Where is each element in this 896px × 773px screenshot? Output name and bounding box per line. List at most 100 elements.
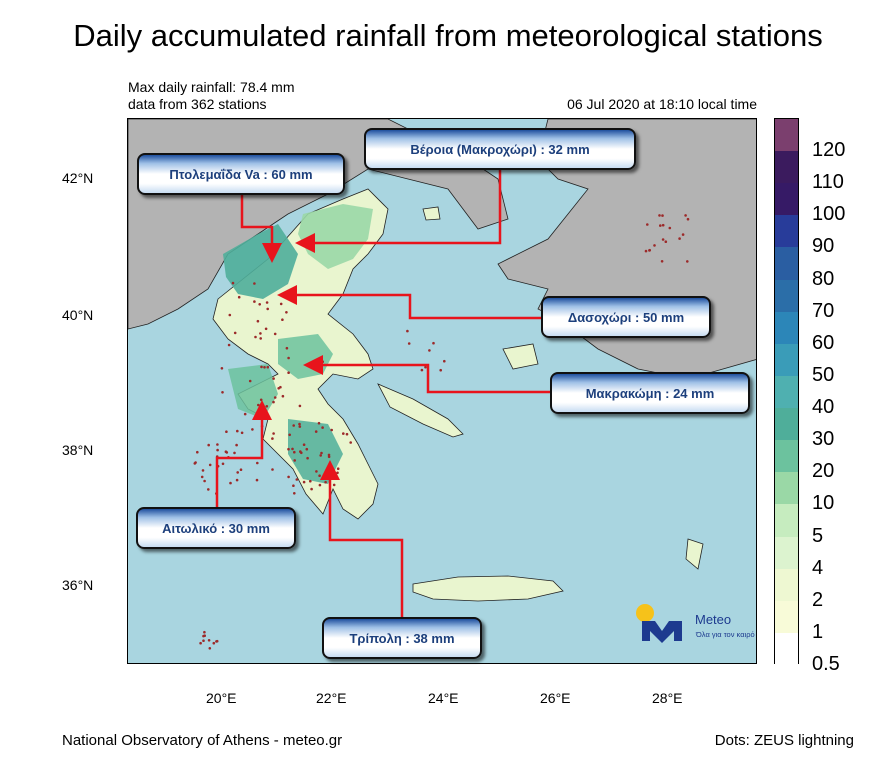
- lightning-dot: [199, 641, 202, 645]
- lightning-dot: [256, 319, 260, 323]
- lightning-dot: [287, 356, 290, 360]
- lightning-dot: [203, 630, 206, 634]
- lightning-dot: [310, 487, 313, 491]
- lightning-dot: [231, 281, 235, 285]
- lightning-dot: [686, 260, 689, 263]
- lightning-dot: [287, 447, 290, 451]
- colorbar-label: 50: [812, 363, 835, 386]
- lightning-dot: [299, 450, 302, 453]
- callout-makrakomi: Μακρακώμη : 24 mm: [550, 372, 750, 414]
- lightning-dot: [317, 421, 321, 425]
- lightning-dot: [253, 300, 256, 303]
- lightning-dot: [272, 377, 275, 380]
- lightning-dot: [314, 430, 318, 433]
- lightning-dot: [239, 468, 243, 472]
- lightning-dot: [266, 307, 269, 311]
- max-rainfall-text: Max daily rainfall: 78.4 mm: [128, 79, 295, 95]
- lightning-dot: [233, 331, 237, 335]
- colorbar-label: 30: [812, 428, 835, 451]
- footer-source: National Observatory of Athens - meteo.g…: [62, 732, 343, 749]
- lightning-dot: [302, 443, 306, 447]
- lightning-dot: [229, 481, 232, 485]
- lightning-dot: [236, 429, 239, 433]
- lightning-dot: [285, 311, 288, 314]
- lightning-dot: [255, 478, 259, 482]
- lightning-dot: [432, 341, 435, 345]
- station-count-text: data from 362 stations: [128, 96, 267, 112]
- lightning-dot: [243, 412, 247, 416]
- lightning-dot: [202, 639, 205, 642]
- meteo-logo: Meteo Όλα για τον καιρό: [636, 604, 755, 643]
- thasos: [422, 206, 441, 221]
- colorbar-label: 40: [812, 396, 835, 419]
- lightning-dot: [212, 641, 216, 645]
- lightning-dot: [207, 639, 211, 642]
- lightning-dot: [686, 217, 690, 221]
- colorbar-cell: [775, 343, 798, 376]
- lightning-dot: [264, 327, 268, 331]
- colorbar-cell: [775, 215, 798, 248]
- lightning-dot: [291, 447, 294, 451]
- lightning-dot: [272, 432, 275, 435]
- crete: [412, 575, 564, 602]
- lightning-dot: [271, 468, 274, 471]
- lightning-dot: [221, 462, 225, 466]
- colorbar-label: 90: [812, 235, 835, 258]
- colorbar-cell: [775, 183, 798, 216]
- lightning-dot: [279, 385, 282, 389]
- colorbar-label: 5: [812, 524, 824, 547]
- callout-tripoli: Τρίπολη : 38 mm: [322, 617, 482, 659]
- lightning-dot: [216, 448, 219, 452]
- arrow-tripoli: [320, 460, 404, 617]
- lightning-dot: [292, 484, 295, 488]
- lightning-dot: [285, 346, 289, 350]
- callout-ptolemaida: Πτολεμαΐδα Va : 60 mm: [137, 153, 345, 195]
- lightning-dot: [208, 463, 212, 467]
- footer-dots-note: Dots: ZEUS lightning: [714, 732, 854, 749]
- callout-dasoxori: Δασοχώρι : 50 mm: [541, 296, 711, 338]
- map-title: Daily accumulated rainfall from meteorol…: [73, 18, 823, 53]
- colorbar-cell: [775, 632, 798, 665]
- lightning-dot: [298, 422, 301, 426]
- callout-veroia: Βέροια (Μακροχώρι) : 32 mm: [364, 128, 636, 170]
- lightning-dot: [265, 301, 269, 304]
- lightning-dot: [428, 349, 431, 352]
- lightning-dot: [254, 335, 257, 339]
- lightning-dot: [266, 365, 270, 369]
- lightning-dot: [345, 432, 349, 436]
- lightning-dot: [678, 237, 681, 240]
- colorbar-label: 1: [812, 620, 824, 643]
- lightning-dot: [324, 480, 327, 484]
- lightning-dot: [272, 400, 275, 404]
- arrow-dasoxori: [277, 285, 542, 320]
- lightning-dot: [664, 240, 668, 243]
- lightning-dot: [648, 248, 651, 252]
- lightning-dot: [658, 214, 661, 217]
- lon-label: 20°E: [206, 690, 237, 706]
- colorbar-label: 60: [812, 331, 835, 354]
- lightning-dot: [407, 342, 411, 345]
- colorbar-cell: [775, 504, 798, 537]
- lightning-dot: [684, 214, 687, 217]
- lightning-dot: [646, 223, 649, 226]
- lightning-dot: [681, 233, 685, 236]
- lightning-dot: [292, 424, 295, 427]
- lightning-dot: [273, 396, 277, 399]
- lightning-dot: [221, 391, 224, 394]
- lon-label: 22°E: [316, 690, 347, 706]
- arrow-makrakomi: [303, 355, 552, 394]
- lightning-dot: [235, 478, 239, 482]
- colorbar-cell: [775, 408, 798, 441]
- logo-m-icon: [642, 621, 682, 643]
- lightning-dot: [298, 404, 302, 408]
- lightning-dot: [200, 475, 204, 479]
- lat-label: 42°N: [62, 170, 94, 186]
- lon-label: 26°E: [540, 690, 571, 706]
- lightning-dot: [260, 365, 263, 369]
- lightning-dot: [661, 214, 664, 217]
- lightning-dot: [208, 647, 212, 650]
- arrow-aitoliko: [215, 400, 272, 510]
- lightning-dot: [349, 441, 352, 444]
- colorbar-cell: [775, 311, 798, 344]
